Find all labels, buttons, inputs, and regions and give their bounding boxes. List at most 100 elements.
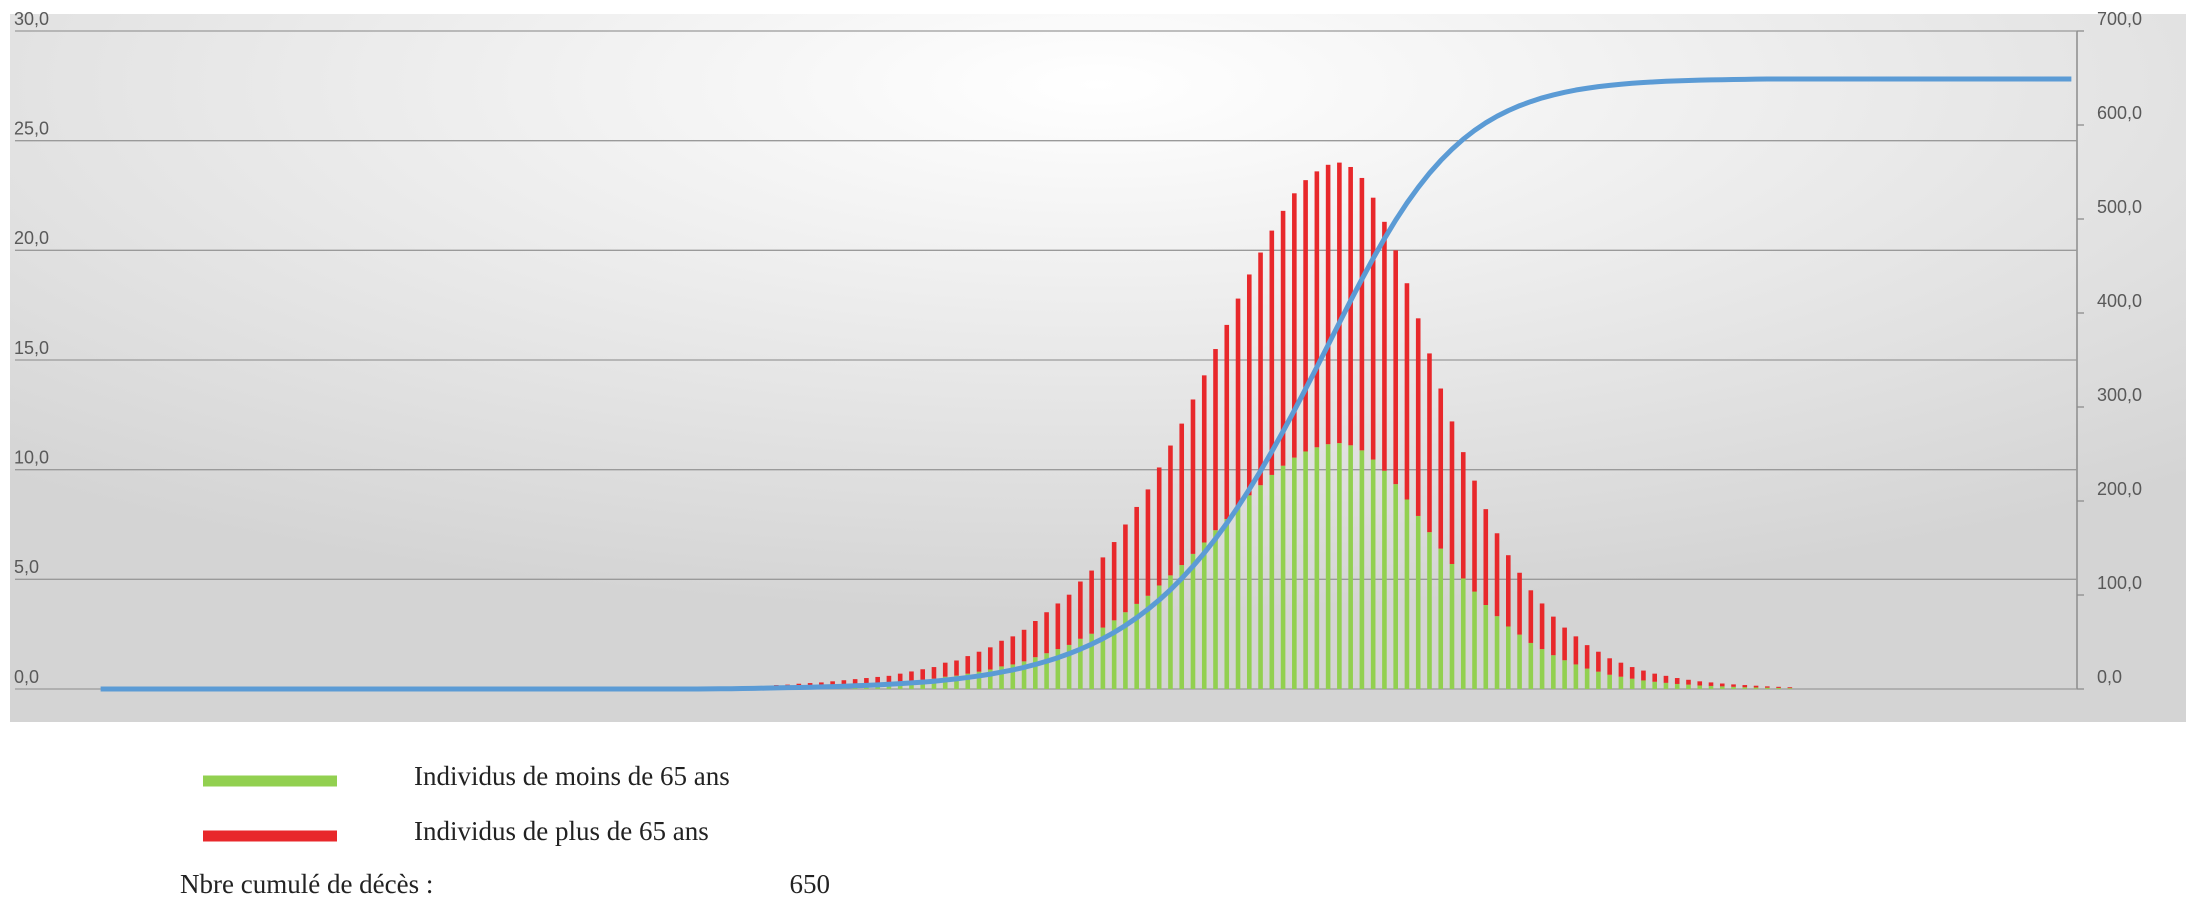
bar-segment [1415, 515, 1421, 689]
bar-segment [1618, 662, 1624, 677]
bar-segment [1314, 447, 1320, 689]
bar-segment [1596, 651, 1601, 672]
bar-segment [886, 675, 892, 683]
bar-segment [1528, 642, 1534, 689]
bar-segment [1483, 604, 1489, 689]
y-tick-label: 5,0 [14, 557, 39, 577]
bar-segment [1787, 688, 1793, 689]
bar-segment [1224, 519, 1230, 689]
bar-segment [1607, 674, 1612, 689]
bar-segment [1055, 603, 1061, 650]
y-tick-label: 20,0 [14, 228, 49, 248]
bar-segment [965, 656, 971, 674]
bar-segment [1731, 684, 1736, 687]
bar-segment [1280, 210, 1286, 466]
bar-segment [1776, 687, 1781, 689]
bar-segment [1190, 399, 1196, 554]
y2-tick-label: 0,0 [2097, 667, 2122, 687]
bar-segment [1314, 171, 1320, 448]
bar-segment [841, 680, 847, 685]
bar-segment [1697, 681, 1703, 686]
bar-segment [1246, 495, 1252, 689]
bar-segment [1539, 603, 1545, 650]
bar-segment [1134, 506, 1139, 604]
bar-segment [1494, 616, 1500, 689]
bar-segment [1472, 591, 1477, 689]
y-tick-label: 30,0 [14, 9, 49, 29]
bar-segment [1652, 673, 1657, 682]
bar-segment [1765, 686, 1770, 688]
bar-segment [1100, 627, 1106, 689]
bar-segment [819, 682, 824, 686]
bar-segment [1393, 484, 1398, 689]
bar-segment [1134, 603, 1139, 689]
bar-segment [909, 671, 914, 681]
bar-segment [1708, 682, 1714, 686]
bar-segment [1021, 629, 1027, 662]
bar-segment [1573, 664, 1579, 689]
y2-tick-label: 400,0 [2097, 291, 2142, 311]
bar-segment [1089, 633, 1094, 689]
bar-segment [830, 681, 835, 686]
bar-segment [1213, 530, 1218, 689]
bar-segment [1145, 595, 1151, 689]
bar-segment [1765, 687, 1770, 689]
bar-segment [954, 660, 959, 676]
bar-segment [1235, 506, 1241, 689]
bar-segment [1055, 649, 1061, 689]
bar-segment [1618, 676, 1624, 689]
y2-tick-label: 500,0 [2097, 197, 2142, 217]
bar-segment [1179, 565, 1185, 689]
bar-segment [1776, 686, 1781, 688]
bar-segment [1123, 612, 1128, 689]
bar-segment [1562, 627, 1567, 661]
bar-segment [1033, 657, 1038, 689]
bar-segment [1359, 450, 1365, 689]
bar-segment [1708, 685, 1714, 689]
bar-segment [1539, 649, 1545, 689]
bar-segment [1584, 645, 1590, 669]
bar-segment [1033, 621, 1038, 658]
bar-segment [931, 667, 937, 679]
bar-segment [1506, 555, 1511, 627]
bar-segment [1292, 193, 1297, 458]
bar-segment [1010, 664, 1016, 689]
bar-segment [1213, 349, 1218, 531]
bar-segment [1269, 230, 1275, 475]
bar-segment [1438, 388, 1444, 549]
bar-segment [1303, 451, 1308, 689]
y-tick-label: 25,0 [14, 118, 49, 138]
bar-segment [1292, 457, 1297, 689]
bar-segment [1258, 252, 1263, 486]
y-tick-label: 0,0 [14, 667, 39, 687]
bar-segment [1348, 445, 1353, 689]
bar-segment [1078, 638, 1083, 689]
bar-segment [1742, 687, 1748, 689]
legend-label: Individus de plus de 65 ans [414, 816, 709, 846]
bar-segment [1584, 668, 1590, 689]
bar-segment [1201, 375, 1207, 543]
bar-segment [1742, 685, 1748, 688]
bar-segment [1663, 682, 1669, 689]
bar-segment [1652, 681, 1657, 689]
bar-segment [920, 669, 926, 680]
bar-segment [1201, 542, 1207, 689]
bar-segment [1123, 524, 1128, 613]
bar-segment [1753, 687, 1759, 689]
bar-segment [942, 676, 948, 689]
bar-segment [1044, 653, 1049, 689]
bar-segment [1494, 533, 1500, 617]
bar-segment [1404, 283, 1410, 500]
bar-segment [1460, 452, 1466, 579]
bar-segment [1280, 465, 1286, 689]
bar-segment [1483, 509, 1489, 605]
bar-segment [1337, 162, 1342, 444]
bar-segment [852, 679, 858, 685]
bar-segment [1111, 542, 1117, 621]
bar-segment [1438, 548, 1444, 689]
bar-segment [965, 673, 971, 689]
bar-segment [1066, 594, 1072, 645]
bar-segment [1179, 423, 1185, 566]
bar-segment [1078, 581, 1083, 639]
bar-segment [1235, 298, 1241, 507]
